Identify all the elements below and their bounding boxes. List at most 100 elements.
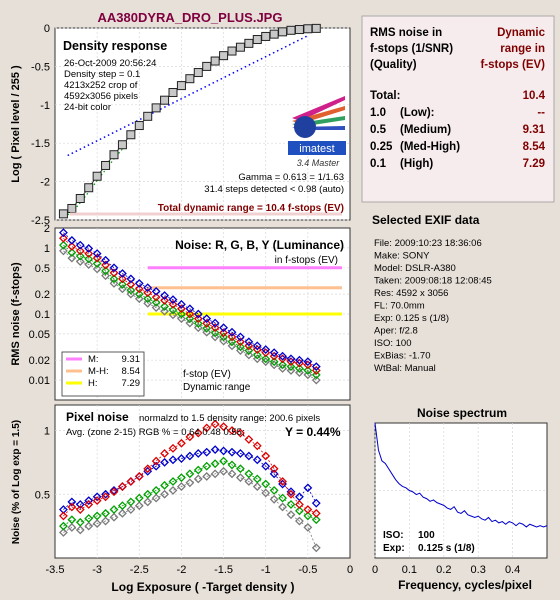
pixel-point-b: [311, 498, 321, 508]
pixel-point-y: [118, 508, 127, 518]
rms-row-value: 8.54: [523, 141, 546, 153]
density-y-ticks: -2.5 -2 -1.5 -1 -0.5 0: [31, 23, 50, 227]
noise-legend: M: 9.31 M-H: 8.54 H: 7.29: [61, 351, 145, 397]
density-info-line: 4592x3056 pixels: [64, 91, 138, 102]
noise-point-g: [269, 357, 279, 367]
noise-point-r: [109, 268, 119, 278]
density-step-marker: [311, 23, 321, 33]
noise-point-b: [75, 240, 85, 250]
exif-block: Selected EXIF data File: 2009:10:23 18:3…: [372, 213, 492, 374]
noise-point-g: [177, 309, 186, 319]
pixel-point-r: [84, 500, 94, 509]
noise-marks: [59, 228, 321, 385]
noise-point-r: [236, 337, 245, 347]
noise-point-g: [303, 366, 313, 375]
noise-y-ticks: 0.01 0.02 0.05 0.1 0.2 0.5 1 2: [29, 223, 50, 387]
noise-point-g: [244, 346, 254, 355]
pixel-point-b: [193, 449, 203, 458]
noise-point-y: [67, 253, 77, 263]
pixel-point-b: [75, 500, 85, 509]
pixel-point-r: [236, 428, 245, 438]
rms-row-value: --: [537, 107, 545, 119]
density-step-marker: [235, 42, 245, 52]
density-y-tick-label: -2: [40, 177, 50, 189]
rms-header-left: f-stops (1/SNR): [370, 43, 453, 55]
noise-point-b: [67, 235, 77, 245]
rms-row-quality: (Low):: [400, 107, 434, 119]
noise-point-g: [311, 370, 321, 380]
noise-point-r: [219, 328, 228, 338]
noise-y-tick-label: 0.5: [35, 263, 50, 275]
noise-point-r: [118, 274, 127, 284]
pixel-point-y: [311, 543, 321, 553]
legend-label: H:: [88, 378, 98, 389]
pixel-point-y: [278, 502, 287, 512]
legend-value: 7.29: [122, 378, 141, 389]
noise-point-b: [101, 255, 110, 265]
noise-threshold-lines: [147, 266, 342, 316]
pixel-point-g: [134, 493, 144, 503]
noise-point-r: [151, 292, 161, 302]
pixel-point-r: [160, 449, 169, 458]
steps-text: 31.4 steps detected < 0.98 (auto): [204, 184, 344, 195]
total-dynamic-range: Total dynamic range = 10.4 f-stops (EV): [158, 203, 344, 214]
spectrum-iso-label: ISO:: [383, 530, 404, 541]
pixel-point-g: [303, 511, 313, 521]
rms-header-right: f-stops (EV): [480, 59, 545, 71]
pixel-point-b: [269, 469, 279, 479]
density-step-marker: [303, 24, 313, 34]
noise-point-g: [193, 319, 203, 328]
pixel-line-b: [63, 449, 317, 510]
noise-ylabel: RMS noise (f-stops): [10, 262, 22, 366]
pixel-point-y: [219, 466, 228, 476]
pixel-line-y: [63, 470, 317, 548]
rms-row-label: 0.1: [370, 158, 387, 170]
pixel-point-y: [193, 474, 203, 484]
noise-y-tick-label: 0.02: [29, 355, 50, 367]
pixel-point-r: [134, 471, 144, 481]
noise-point-r: [269, 351, 279, 361]
noise-point-b: [59, 228, 68, 238]
figure-title: AA380DYRA_DRO_PLUS.JPG: [98, 10, 283, 25]
gamma-text: Gamma = 0.613 = 1/1.63: [238, 172, 344, 183]
noise-point-y: [168, 310, 178, 320]
pixel-avg: Avg. (zone 2-15) RGB % = 0.64 0.48 0.55;: [66, 427, 245, 438]
noise-point-g: [261, 354, 271, 364]
noise-point-y: [193, 323, 203, 333]
pixel-marks: [59, 419, 321, 553]
pixel-point-b: [67, 497, 77, 507]
legend-value: 9.31: [122, 354, 141, 365]
pixel-point-g: [295, 506, 304, 516]
noise-point-b: [160, 291, 169, 300]
density-step-marker: [126, 130, 136, 140]
exif-line: WtBal: Manual: [374, 363, 436, 374]
noise-point-g: [143, 294, 153, 304]
spectrum-x-tick-label: 0: [372, 564, 378, 576]
exif-line: Res: 4592 x 3056: [374, 288, 448, 299]
density-step-marker: [193, 68, 203, 78]
pixel-point-b: [244, 451, 254, 461]
pixel-point-r: [143, 464, 153, 474]
pixel-x-ticks: -3.5 -3 -2.5 -2 -1.5 -1 -0.5 0: [46, 564, 354, 576]
noise-point-y: [278, 364, 287, 373]
noise-point-y: [219, 336, 228, 346]
pixel-point-y: [109, 512, 119, 522]
pixel-point-b: [252, 455, 262, 465]
noise-point-r: [67, 242, 77, 251]
pixel-point-g: [202, 461, 212, 471]
pixel-point-y: [269, 494, 279, 504]
pixel-point-y: [177, 482, 186, 492]
noise-point-y: [151, 303, 161, 313]
noise-point-r: [59, 233, 68, 243]
pixel-point-g: [59, 521, 68, 531]
pixel-x-tick-label: -1: [261, 564, 271, 576]
noise-title: Noise: R, G, B, Y (Luminance): [175, 238, 344, 252]
pixel-ylabel: Noise (% of Log exp = 1.5): [11, 420, 22, 544]
pixel-point-y: [168, 486, 178, 495]
pixel-point-g: [143, 489, 153, 499]
pixel-point-g: [101, 508, 110, 518]
exif-line: Model: DSLR-A380: [374, 263, 456, 274]
spectrum-line: [374, 422, 548, 528]
noise-point-y: [210, 332, 220, 342]
noise-point-y: [59, 246, 68, 256]
